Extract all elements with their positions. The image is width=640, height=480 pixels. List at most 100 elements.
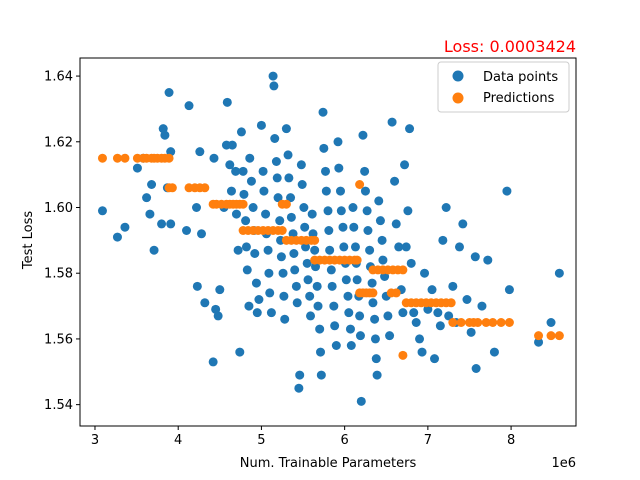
data-point	[312, 281, 322, 291]
prediction-point	[488, 318, 498, 327]
prediction-point	[277, 226, 287, 235]
data-point	[195, 147, 205, 157]
data-point	[409, 308, 419, 318]
data-point	[258, 166, 268, 176]
data-point	[120, 222, 130, 232]
data-point	[343, 291, 353, 301]
data-point	[295, 370, 305, 380]
data-point	[324, 226, 334, 235]
data-point	[286, 193, 296, 203]
data-point	[383, 311, 393, 321]
data-point	[462, 295, 472, 304]
data-point	[275, 216, 285, 226]
legend-label-predictions: Predictions	[483, 91, 555, 106]
x-tick-label: 3	[91, 433, 99, 448]
data-point	[319, 143, 329, 153]
data-point	[350, 242, 360, 252]
y-tick-label: 1.58	[44, 267, 73, 282]
plot-area: 3 4 5 6 7 8 1.54 1.56 1.58 1.60 1.62 1.64	[44, 57, 577, 448]
data-point	[502, 186, 512, 196]
data-point	[335, 186, 345, 196]
data-point	[390, 176, 400, 186]
prediction-point	[97, 153, 107, 163]
data-point	[266, 308, 276, 318]
prediction-point	[456, 318, 466, 327]
data-point	[344, 308, 354, 318]
legend-frame	[437, 61, 570, 113]
data-point	[112, 232, 122, 242]
data-point	[345, 324, 355, 334]
data-point	[305, 291, 315, 301]
series-data-points	[97, 71, 564, 406]
data-point	[310, 245, 320, 255]
data-point	[370, 314, 380, 324]
prediction-point	[200, 183, 210, 193]
data-point	[270, 134, 280, 143]
data-point	[394, 242, 404, 252]
x-axis-label: Num. Trainable Parameters	[240, 456, 417, 471]
data-point	[367, 278, 377, 288]
data-point	[398, 308, 408, 318]
data-point	[294, 383, 304, 393]
data-point	[233, 245, 243, 255]
prediction-point	[310, 235, 320, 245]
data-point	[375, 216, 385, 226]
y-tick-label: 1.64	[44, 70, 73, 85]
data-point	[302, 258, 312, 268]
data-point	[273, 193, 283, 203]
data-point	[241, 242, 251, 252]
data-point	[448, 281, 458, 291]
x-axis-offset-label: 1e6	[551, 456, 576, 471]
data-point	[142, 193, 152, 203]
prediction-point	[496, 318, 506, 327]
data-point	[231, 209, 241, 219]
data-point	[197, 229, 206, 239]
data-point	[286, 212, 296, 222]
data-point	[192, 203, 202, 212]
axes-frame	[79, 57, 577, 427]
data-point	[321, 186, 331, 196]
data-point	[368, 298, 378, 308]
data-point	[192, 281, 202, 291]
data-point	[290, 265, 300, 275]
data-point	[97, 206, 107, 216]
prediction-point	[534, 331, 544, 341]
data-point	[227, 140, 237, 150]
data-point	[374, 196, 384, 206]
data-point	[385, 331, 395, 341]
data-point	[278, 268, 288, 278]
prediction-point	[112, 153, 122, 163]
data-point	[269, 81, 279, 91]
data-point	[327, 281, 337, 291]
data-point	[420, 268, 430, 278]
y-tick-label: 1.60	[44, 201, 73, 216]
data-point	[145, 209, 155, 219]
data-point	[149, 245, 159, 255]
data-point	[444, 311, 454, 321]
series-predictions	[97, 153, 564, 360]
data-point	[356, 396, 366, 406]
data-point	[289, 249, 299, 258]
data-point	[338, 222, 348, 232]
prediction-point	[164, 153, 174, 163]
data-point	[318, 107, 328, 117]
prediction-point	[238, 199, 248, 209]
data-point	[405, 124, 415, 134]
data-point	[272, 173, 282, 183]
prediction-point	[473, 318, 483, 327]
data-point	[301, 242, 311, 252]
data-point	[378, 255, 388, 265]
data-point	[417, 347, 427, 357]
data-point	[245, 153, 255, 163]
data-point	[242, 265, 252, 275]
data-point	[387, 117, 397, 127]
data-point	[358, 130, 368, 140]
prediction-point	[352, 255, 362, 265]
prediction-point	[504, 318, 514, 327]
data-point	[415, 334, 425, 344]
data-point	[403, 206, 413, 216]
data-point	[458, 219, 468, 229]
data-point	[363, 226, 373, 235]
data-point	[330, 321, 340, 331]
